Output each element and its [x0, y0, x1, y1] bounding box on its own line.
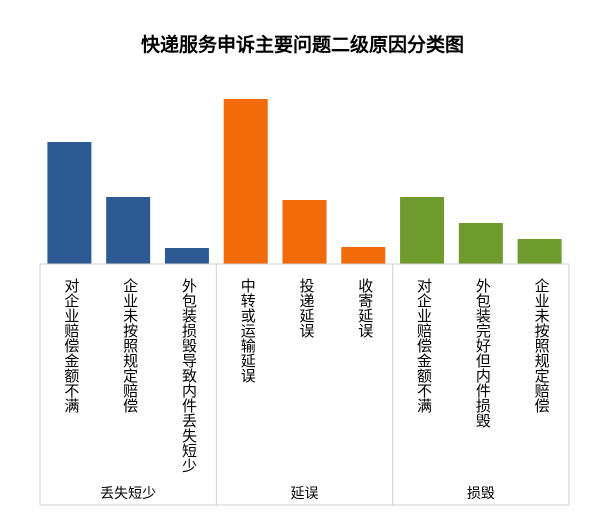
category-label: 投递延误	[297, 278, 316, 338]
category-label: 对企业赔偿金额不满	[415, 278, 434, 413]
bar	[223, 99, 268, 264]
bar	[47, 142, 92, 264]
bar	[164, 248, 209, 264]
bar	[458, 223, 503, 264]
bar	[517, 239, 562, 264]
category-label: 外包装完好但内件损毁	[473, 278, 492, 428]
category-label: 收寄延误	[356, 278, 375, 338]
bar	[400, 197, 445, 264]
category-label: 中转或运输延误	[238, 278, 257, 383]
category-label: 企业未按照规定赔偿	[532, 278, 551, 413]
category-label: 企业未按照规定赔偿	[121, 278, 140, 413]
category-label: 对企业赔偿金额不满	[62, 278, 81, 413]
group-label: 延误	[290, 486, 319, 502]
group-label: 损毁	[466, 486, 495, 502]
bar	[341, 247, 386, 264]
bar	[282, 200, 327, 264]
group-label: 丢失短少	[100, 486, 157, 502]
bar	[106, 197, 151, 264]
category-label: 外包装损毁导致内件丢失短少	[179, 278, 198, 473]
chart-title: 快递服务申诉主要问题二级原因分类图	[140, 34, 464, 56]
